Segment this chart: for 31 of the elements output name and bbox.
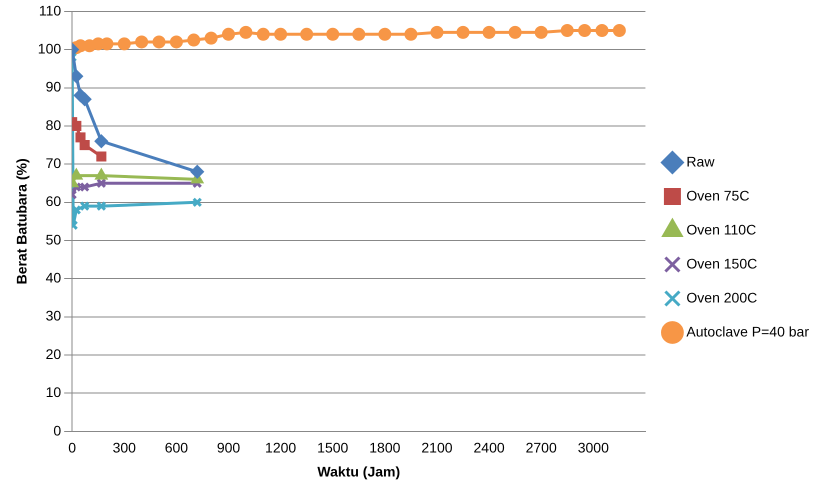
legend-label: Raw: [686, 153, 716, 170]
x-tick-label: 2100: [421, 440, 453, 456]
y-tick-label: 50: [46, 231, 62, 248]
legend-label: Oven 75C: [686, 187, 750, 204]
x-tick-label: 3000: [578, 440, 610, 456]
y-axis-title: Berat Batubara (%): [13, 158, 30, 284]
y-tick-label: 90: [46, 78, 62, 95]
x-tick-label: 1500: [317, 440, 349, 456]
legend-label: Autoclave P=40 bar: [686, 323, 810, 340]
x-tick-label: 2700: [526, 440, 557, 456]
y-tick-label: 100: [38, 40, 62, 56]
y-tick-label: 40: [46, 270, 62, 286]
y-tick-label: 60: [46, 193, 62, 210]
legend-label: Oven 110C: [686, 221, 756, 238]
legend-label: Oven 150C: [686, 255, 758, 272]
x-tick-label: 300: [112, 440, 136, 456]
x-tick-label: 1200: [265, 440, 296, 456]
x-tick-label: 600: [164, 440, 188, 456]
y-tick-label: 20: [46, 346, 62, 362]
y-tick-label: 10: [46, 384, 62, 400]
legend-label: Oven 200C: [686, 289, 758, 306]
y-tick-label: 110: [38, 2, 62, 18]
x-tick-label: 2400: [473, 440, 505, 456]
x-tick-label: 0: [68, 440, 76, 456]
y-tick-label: 0: [53, 422, 62, 438]
y-tick-label: 70: [46, 154, 62, 171]
x-tick-label: 1800: [369, 440, 401, 456]
x-axis-title: Waktu (Jam): [317, 463, 400, 480]
y-tick-label: 80: [46, 116, 62, 133]
x-tick-label: 900: [216, 440, 240, 456]
y-tick-label: 30: [46, 308, 62, 324]
